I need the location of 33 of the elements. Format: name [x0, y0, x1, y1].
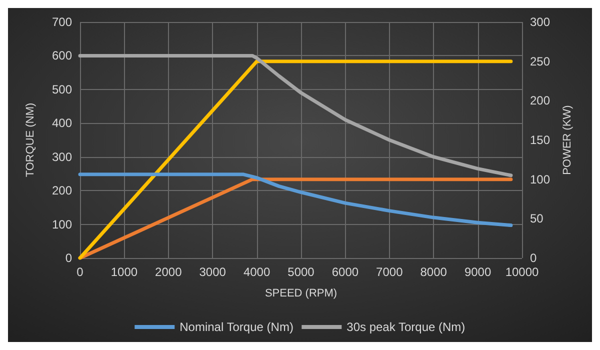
y2-tick-label: 200	[530, 94, 550, 108]
line-series	[78, 172, 513, 228]
y-tick-label: 600	[52, 48, 72, 63]
x-tick-label: 1000	[110, 265, 138, 279]
x-tick-label: 6000	[332, 265, 359, 279]
y-tick-label: 400	[52, 116, 72, 130]
y-tick-label: 0	[65, 251, 72, 265]
legend-label: Nominal Torque (Nm)	[180, 320, 294, 334]
x-tick-label: 9000	[464, 265, 492, 279]
y2-tick-label: 150	[530, 133, 550, 147]
y-tick-label: 100	[52, 217, 72, 232]
y-tick-label: 200	[52, 184, 72, 198]
y2-axis-title: POWER (KW)	[562, 105, 574, 175]
x-tick-label: 7000	[376, 265, 404, 279]
legend-label: 30s peak Torque (Nm)	[346, 320, 466, 334]
y-axis-title: TORQUE (NM)	[24, 102, 36, 178]
y-tick-label: 700	[52, 15, 72, 29]
x-tick-label: 5000	[288, 265, 315, 279]
y2-tick-label: 100	[530, 172, 550, 186]
y2-tick-label: 250	[530, 54, 550, 68]
x-tick-label: 4000	[243, 265, 270, 279]
y-tick-label: 500	[52, 82, 72, 96]
y2-tick-label: 0	[530, 251, 537, 265]
x-axis-title: SPEED (RPM)	[264, 288, 338, 300]
y-tick-label: 300	[52, 150, 72, 164]
x-tick-label: 2000	[155, 265, 182, 279]
x-tick-label: 10000	[505, 265, 540, 279]
x-tick-label: 8000	[420, 265, 448, 279]
y2-tick-label: 300	[530, 15, 550, 29]
y2-tick-label: 50	[530, 212, 544, 226]
x-tick-label: 3000	[199, 265, 226, 279]
x-tick-label: 0	[76, 265, 84, 279]
line-series	[78, 54, 513, 178]
